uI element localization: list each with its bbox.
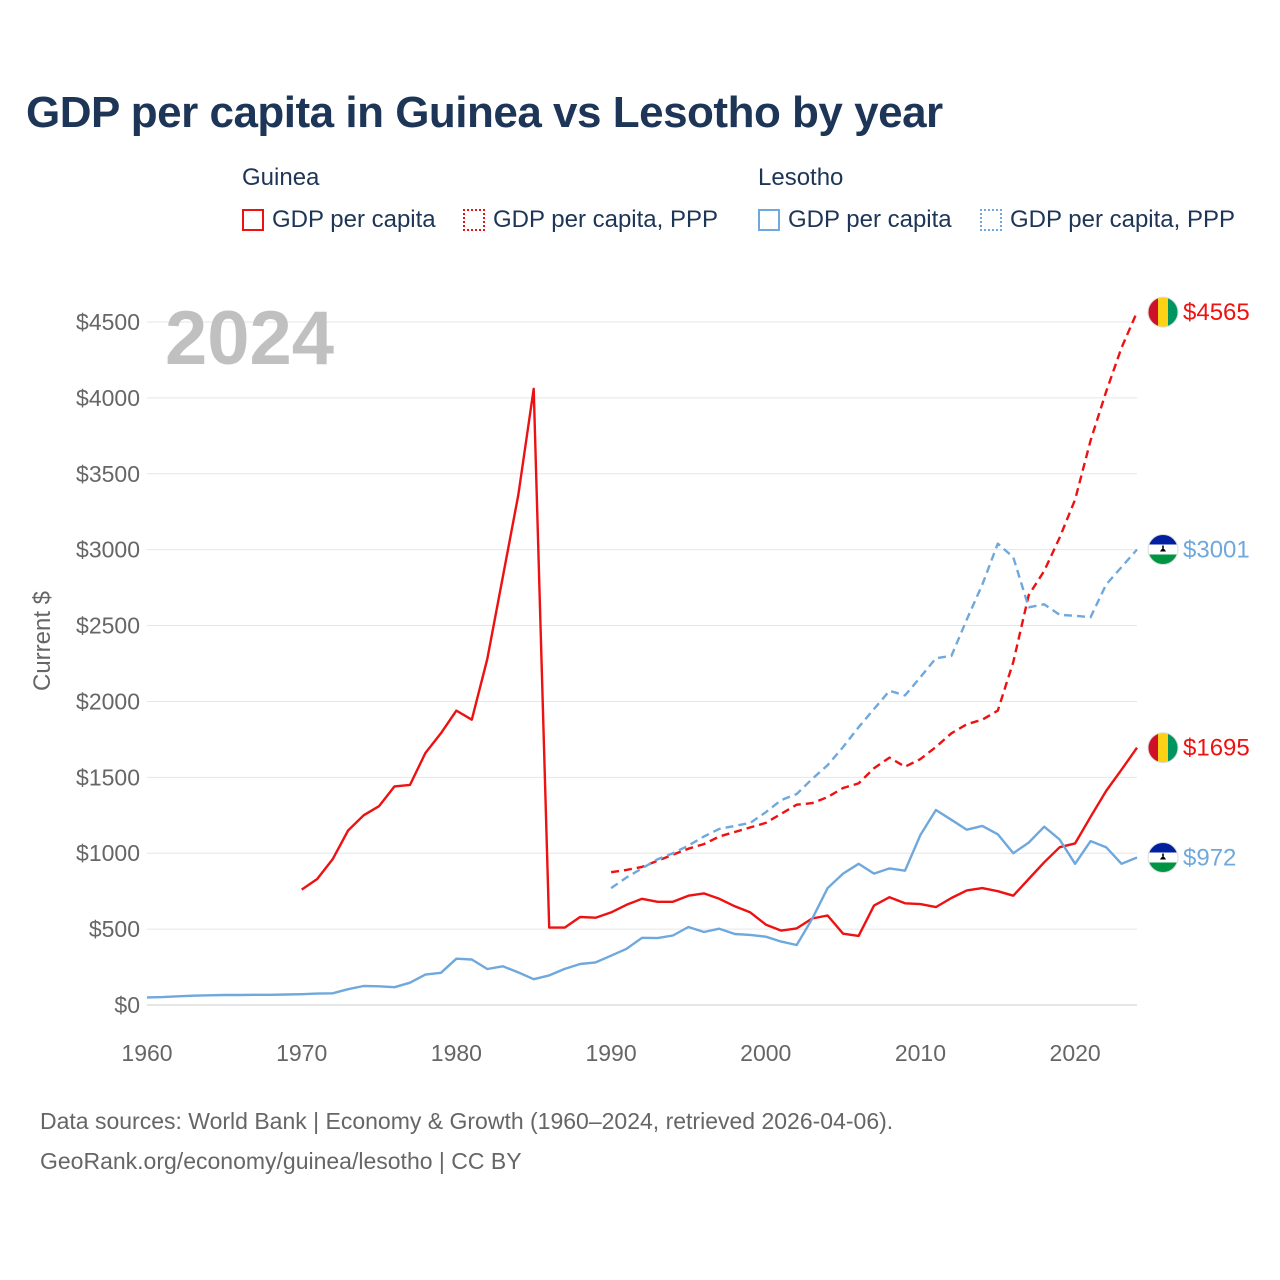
legend-label-lesotho-gdp: GDP per capita bbox=[788, 206, 952, 233]
flag-band bbox=[1148, 534, 1178, 545]
flag-clip-group bbox=[1148, 732, 1178, 763]
y-tick-label: $3500 bbox=[76, 461, 140, 487]
x-tick-label: 2010 bbox=[895, 1040, 946, 1066]
footer-sources: Data sources: World Bank | Economy & Gro… bbox=[40, 1108, 894, 1134]
flag-band bbox=[1148, 732, 1158, 763]
grid-layer bbox=[147, 321, 1137, 1006]
guinea-flag-icon bbox=[1147, 732, 1179, 764]
series-line-lesotho-gdp[interactable] bbox=[146, 808, 1138, 999]
flag-clip-group bbox=[1148, 842, 1178, 873]
y-tick-label: $4000 bbox=[76, 385, 140, 411]
flag-clip-group bbox=[1148, 534, 1178, 565]
lesotho-flag-icon bbox=[1147, 534, 1179, 565]
series-layer bbox=[146, 311, 1139, 999]
axis-layer: 2024 Current $ $0 $500 $1000 $1500 $2000 $250… bbox=[29, 296, 1101, 1066]
legend-group-guinea: Guinea bbox=[242, 164, 320, 191]
flag-outline bbox=[1147, 732, 1179, 764]
x-tick-label: 2000 bbox=[740, 1040, 791, 1066]
legend-item-lesotho-gdp[interactable]: GDP per capita bbox=[758, 205, 952, 235]
y-tick-label: $3000 bbox=[76, 537, 140, 563]
y-tick-label: $1500 bbox=[76, 764, 140, 790]
x-tick-label: 1990 bbox=[585, 1040, 636, 1066]
legend-swatch-guinea-gdp bbox=[242, 209, 264, 231]
flag-band bbox=[1148, 297, 1158, 328]
series-line-guinea-ppp[interactable] bbox=[610, 311, 1139, 874]
y-tick-label: $500 bbox=[89, 916, 140, 942]
guinea-flag-icon bbox=[1147, 296, 1179, 328]
x-tick-label: 2020 bbox=[1050, 1040, 1101, 1066]
end-value-label: $4565 bbox=[1183, 299, 1250, 326]
legend-label-guinea-ppp: GDP per capita, PPP bbox=[493, 206, 718, 233]
flag-band bbox=[1148, 842, 1178, 853]
y-tick-label: $1000 bbox=[76, 840, 140, 866]
x-tick-label: 1980 bbox=[431, 1040, 482, 1066]
chart-title: GDP per capita in Guinea vs Lesotho by y… bbox=[26, 88, 943, 137]
legend-swatch-lesotho-ppp bbox=[980, 209, 1002, 231]
x-tick-label: 1960 bbox=[121, 1040, 172, 1066]
x-tick-label: 1970 bbox=[276, 1040, 327, 1066]
legend-item-lesotho-ppp[interactable]: GDP per capita, PPP bbox=[980, 205, 1235, 235]
series-line-guinea-gdp[interactable] bbox=[301, 387, 1138, 938]
y-tick-label: $4500 bbox=[76, 309, 140, 335]
footer-credit[interactable]: GeoRank.org/economy/guinea/lesotho | CC … bbox=[40, 1148, 522, 1174]
flag-outline bbox=[1147, 296, 1179, 328]
end-value-label: $3001 bbox=[1183, 537, 1250, 564]
end-value-label: $972 bbox=[1183, 844, 1236, 871]
legend-swatch-guinea-ppp bbox=[463, 209, 485, 231]
legend-group-lesotho: Lesotho bbox=[758, 164, 844, 191]
flag-band bbox=[1158, 297, 1168, 328]
flag-hat bbox=[1160, 545, 1166, 552]
legend-item-guinea-ppp[interactable]: GDP per capita, PPP bbox=[463, 205, 718, 235]
flag-outline bbox=[1147, 842, 1179, 873]
legend-swatch-lesotho-gdp bbox=[758, 209, 780, 231]
flag-band bbox=[1168, 732, 1178, 763]
flag-outline bbox=[1147, 534, 1179, 565]
flag-band bbox=[1148, 862, 1178, 873]
flag-band bbox=[1148, 554, 1178, 565]
flag-hat bbox=[1160, 853, 1166, 860]
legend-item-guinea-gdp[interactable]: GDP per capita bbox=[242, 205, 436, 235]
y-axis-title: Current $ bbox=[29, 591, 56, 691]
end-layer: $1695 $4565 $972 $3001 bbox=[1147, 296, 1250, 873]
flag-band bbox=[1168, 297, 1178, 328]
y-tick-label: $0 bbox=[114, 992, 140, 1018]
y-tick-label: $2500 bbox=[76, 613, 140, 639]
end-value-label: $1695 bbox=[1183, 735, 1250, 762]
flag-band bbox=[1158, 732, 1168, 763]
series-line-lesotho-ppp[interactable] bbox=[610, 542, 1138, 890]
flag-clip-group bbox=[1148, 297, 1178, 328]
legend-label-lesotho-ppp: GDP per capita, PPP bbox=[1010, 206, 1235, 233]
lesotho-flag-icon bbox=[1147, 842, 1179, 873]
y-tick-label: $2000 bbox=[76, 688, 140, 714]
year-overlay: 2024 bbox=[165, 296, 334, 381]
legend-label-guinea-gdp: GDP per capita bbox=[272, 206, 436, 233]
